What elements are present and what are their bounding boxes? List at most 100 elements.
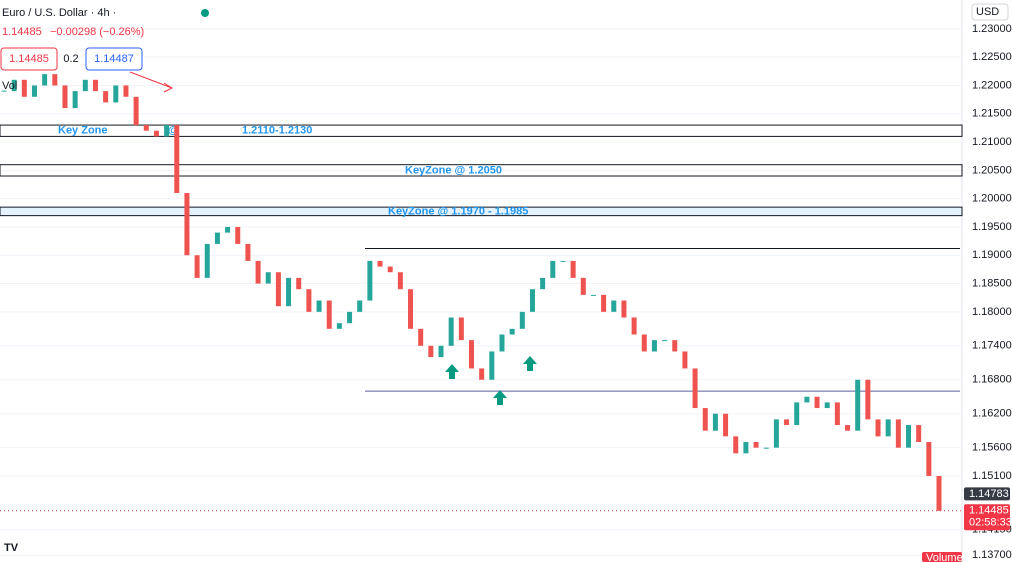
y-tick-label: 1.21000 xyxy=(972,136,1012,148)
price-label-bg xyxy=(964,504,1010,531)
currency[interactable]: USD xyxy=(976,6,999,18)
candle xyxy=(418,328,424,346)
plot: Key Zone @1.2110-1.2130 KeyZone @ 1.2050 Ke… xyxy=(0,28,963,556)
candle xyxy=(590,294,596,296)
y-tick-label: 1.16800 xyxy=(972,374,1012,386)
y-tick-label: 1.20000 xyxy=(972,193,1012,205)
symbol-title[interactable]: Euro / U.S. Dollar · 4h · xyxy=(2,7,116,19)
y-tick-label: 1.19500 xyxy=(972,221,1012,233)
candle xyxy=(906,425,912,448)
candle xyxy=(235,226,241,244)
candle xyxy=(479,368,485,380)
y-tick-label: 1.15600 xyxy=(972,442,1012,454)
sell-price[interactable]: 1.14485 xyxy=(9,53,49,65)
zone-label: @ xyxy=(168,125,179,137)
zone-label: 1.2110-1.2130 xyxy=(242,125,312,137)
volume-title: Volume xyxy=(926,552,963,562)
up-arrow xyxy=(493,390,507,405)
candle xyxy=(560,260,566,262)
candle xyxy=(916,425,922,443)
candle xyxy=(52,74,58,86)
candle xyxy=(245,243,251,261)
candle xyxy=(733,436,739,454)
candle xyxy=(662,340,668,342)
y-tick-label: 1.15100 xyxy=(972,470,1012,482)
price-label: 1.14783 xyxy=(969,488,1009,500)
candle xyxy=(601,294,607,312)
candle xyxy=(62,85,68,109)
price-label-bg xyxy=(964,487,1010,501)
candle xyxy=(174,125,180,193)
key-zone xyxy=(0,164,963,177)
candle xyxy=(784,419,790,426)
y-tick-label: 1.19000 xyxy=(972,249,1012,261)
candle xyxy=(184,192,190,256)
price-label: 1.14485 xyxy=(969,505,1009,517)
candle xyxy=(428,345,434,358)
candle xyxy=(580,277,586,295)
candle xyxy=(773,419,779,448)
candle xyxy=(42,74,48,86)
candle xyxy=(336,323,342,329)
candle xyxy=(570,260,576,278)
candle xyxy=(814,396,820,409)
candle xyxy=(255,260,261,284)
sell-button[interactable] xyxy=(0,47,58,71)
candle xyxy=(794,402,800,426)
spread: 0.2 xyxy=(63,53,78,65)
candle xyxy=(21,79,27,97)
candle xyxy=(804,396,810,403)
buy-price[interactable]: 1.14487 xyxy=(94,53,134,65)
candle xyxy=(834,402,840,426)
price-axis xyxy=(962,0,1012,562)
candle xyxy=(763,447,769,449)
candle xyxy=(865,379,871,420)
candle xyxy=(347,311,353,324)
zone-label: KeyZone @ 1.2050 xyxy=(405,164,502,176)
candle xyxy=(641,334,647,352)
buy-button[interactable] xyxy=(85,47,143,71)
volume-label: Vol xyxy=(2,80,17,92)
up-arrow xyxy=(523,356,537,371)
y-tick-label: 1.13700 xyxy=(972,549,1012,561)
candle xyxy=(316,300,322,312)
zone-label: KeyZone @ 1.1970 - 1.1985 xyxy=(388,205,528,217)
candle xyxy=(651,340,657,352)
countdown: 02:58:33 xyxy=(969,517,1012,529)
candle xyxy=(11,79,17,92)
key-zone xyxy=(0,206,963,217)
candle xyxy=(499,334,505,352)
logo: TV xyxy=(4,542,19,554)
candle xyxy=(357,300,363,312)
candle xyxy=(194,255,200,278)
candle xyxy=(153,130,159,137)
candle xyxy=(469,340,474,369)
candle xyxy=(672,340,678,352)
candle xyxy=(509,328,515,335)
y-tick-label: 1.18000 xyxy=(972,306,1012,318)
candle xyxy=(113,85,119,103)
candle xyxy=(550,260,556,278)
candle xyxy=(143,125,149,131)
zone-label: Key Zone xyxy=(58,125,108,137)
candle xyxy=(723,413,729,437)
candle xyxy=(631,317,637,335)
candle xyxy=(326,300,332,329)
candle xyxy=(225,226,231,233)
y-tick-label: 1.22000 xyxy=(972,79,1012,91)
key-zone xyxy=(0,124,963,137)
candle xyxy=(885,419,891,437)
price-change: −0.00298 (−0.26%) xyxy=(50,26,144,38)
y-tick-label: 1.23000 xyxy=(972,23,1012,35)
currency-select[interactable] xyxy=(971,3,1009,21)
candle xyxy=(621,300,627,318)
candle xyxy=(296,277,302,290)
candle xyxy=(265,272,271,284)
candle xyxy=(926,442,932,476)
candle xyxy=(540,277,546,290)
volume-tag xyxy=(922,552,962,562)
candle xyxy=(845,425,851,431)
candle xyxy=(408,289,414,329)
y-tick-label: 1.20500 xyxy=(972,164,1012,176)
